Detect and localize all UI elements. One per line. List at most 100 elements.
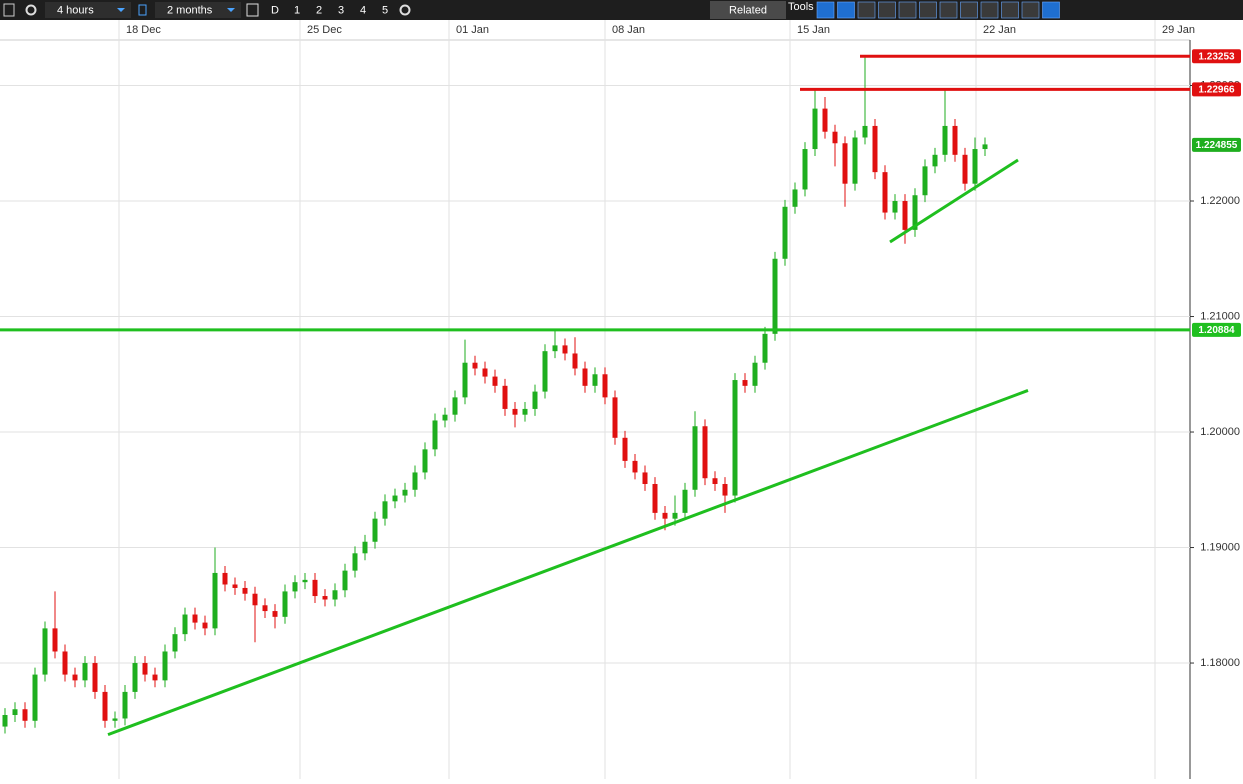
candle-body [192,614,198,623]
candle-body [162,651,168,681]
candle-body [392,495,398,502]
lock-icon[interactable] [138,4,147,16]
candle-body [2,715,8,727]
tool-icon[interactable] [1021,1,1040,19]
candle-body [332,590,338,600]
candle-body [862,125,868,138]
tool-icon[interactable] [816,1,835,19]
tools-label: Tools [788,1,814,13]
y-tick-label: 1.21000 [1200,310,1240,322]
price-label-box [1192,322,1241,337]
y-tick-label: 1.22000 [1200,195,1240,207]
candle-body [452,397,458,415]
candle-body [472,362,478,369]
candle-body [802,149,808,190]
candle-body [182,614,188,635]
tool-icon[interactable] [980,1,999,19]
range-dropdown[interactable] [155,2,241,18]
candle-body [752,362,758,386]
candle-body [922,166,928,196]
candle-body [382,501,388,519]
candle-body [232,584,238,588]
y-tick-label: 1.18000 [1200,657,1240,669]
tool-icon[interactable] [960,1,978,19]
candle-body [582,368,588,386]
tool-icon[interactable] [857,1,876,19]
candle-body [202,622,208,629]
tool-icon[interactable] [878,1,896,19]
candle-body [32,674,38,721]
related-button[interactable] [710,1,786,19]
candle-body [352,553,358,571]
period-button[interactable]: 4 [360,4,366,16]
x-tick-label: 25 Dec [307,24,342,36]
x-tick-label: 15 Jan [797,24,830,36]
candle-body [792,189,798,207]
candle-body [502,385,508,409]
candle-body [532,391,538,409]
tool-icon[interactable] [898,1,917,19]
candle-body [122,691,128,719]
x-tick-label: 08 Jan [612,24,645,36]
candle-body [722,484,728,496]
candle-body [152,674,158,681]
calendar-icon[interactable] [246,3,259,17]
candle-body [952,125,958,155]
candle-body [712,478,718,485]
candle-body [172,634,178,652]
candle-body [442,414,448,421]
candle-body [812,108,818,150]
tool-icon[interactable] [837,1,855,19]
candle-body [112,718,118,721]
candle-body [242,587,248,594]
candle-body [732,380,738,496]
price-label-box [1192,82,1241,97]
candle-body [322,596,328,600]
candle-body [832,131,838,144]
y-tick-label: 1.19000 [1200,541,1240,553]
candle-body [692,426,698,490]
candle-body [762,333,768,363]
chart-icon[interactable] [3,3,15,17]
candle-body [592,374,598,386]
candle-body [512,408,518,415]
candle-body [372,518,378,542]
tool-icon[interactable] [1042,1,1060,19]
plot: 18 Dec 25 Dec 01 Jan 08 Jan 15 Jan 22 Jan 29 J… [0,20,1241,779]
candle-body [62,651,68,675]
period-button[interactable]: D [271,4,279,16]
candle-body [42,628,48,675]
candle-body [742,380,748,386]
candle-body [262,605,268,612]
period-button[interactable]: 1 [294,4,300,16]
candle-body [842,143,848,184]
trend-line [107,389,1029,737]
tool-icon[interactable] [939,1,958,19]
candle-body [702,426,708,479]
tool-icon[interactable] [919,1,937,19]
candle-body [872,125,878,173]
settings-icon[interactable] [25,4,37,16]
candle-body [102,691,108,721]
period-button[interactable]: 3 [338,4,344,16]
candle-body [642,472,648,485]
period-button[interactable]: 2 [316,4,322,16]
candle-body [92,663,98,692]
candle-body [402,489,408,496]
settings-icon[interactable] [399,4,411,16]
dropdown-arrow [117,8,125,12]
candle-body [462,362,468,398]
tool-icon[interactable] [1001,1,1019,19]
y-tick-label: 1.20000 [1200,426,1240,438]
candle-body [932,154,938,167]
period-button[interactable]: 5 [382,4,388,16]
price-label: 1.22966 [1198,85,1235,96]
candle-body [682,489,688,513]
candle-body [982,144,988,150]
candle-body [882,172,888,213]
candle-body [562,345,568,354]
interval-dropdown[interactable] [45,2,131,18]
candle-body [612,397,618,438]
candle-body [672,512,678,519]
